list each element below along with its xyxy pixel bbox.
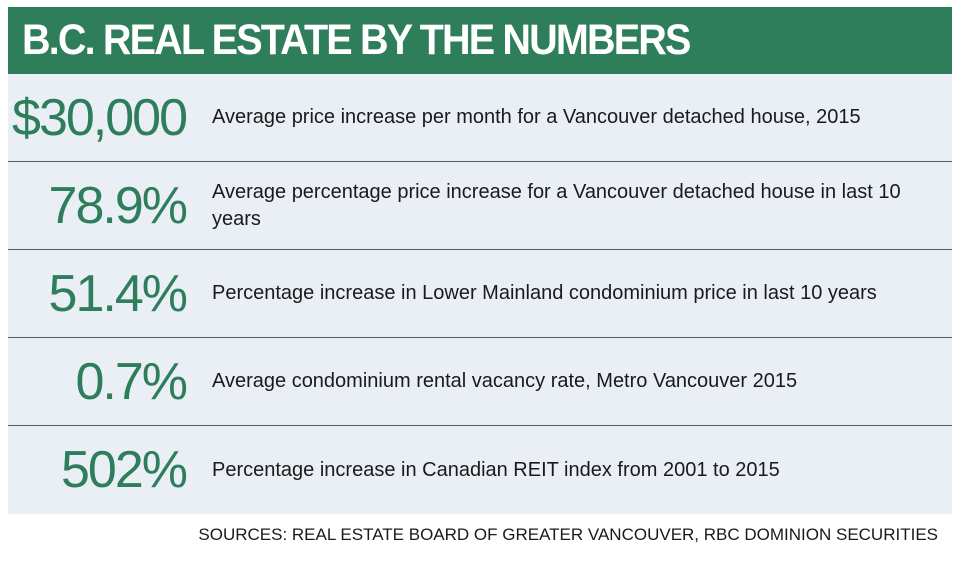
stat-row-condo-ten-year: 51.4% Percentage increase in Lower Mainl…	[8, 250, 952, 338]
stat-description: Percentage increase in Canadian REIT ind…	[212, 458, 780, 481]
stat-value: $30,000	[12, 88, 188, 147]
stat-row-reit-index: 502% Percentage increase in Canadian REI…	[8, 426, 952, 514]
stats-table: $30,000 Average price increase per month…	[8, 74, 952, 514]
stat-value: 0.7%	[75, 352, 188, 411]
stat-row-price-per-month: $30,000 Average price increase per month…	[8, 74, 952, 162]
stat-row-vacancy-rate: 0.7% Average condominium rental vacancy …	[8, 338, 952, 426]
stat-description: Average percentage price increase for a …	[212, 180, 901, 230]
infographic-header: B.C. REAL ESTATE BY THE NUMBERS	[8, 7, 952, 74]
infographic-title: B.C. REAL ESTATE BY THE NUMBERS	[22, 16, 691, 64]
stat-description: Average condominium rental vacancy rate,…	[212, 370, 798, 392]
stat-value: 502%	[61, 441, 188, 499]
stat-description: Average price increase per month for a V…	[212, 106, 861, 128]
sources-credit: SOURCES: REAL ESTATE BOARD OF GREATER VA…	[198, 525, 938, 544]
stat-value: 78.9%	[48, 176, 188, 235]
stat-row-detached-ten-year: 78.9% Average percentage price increase …	[8, 162, 952, 250]
stat-description: Percentage increase in Lower Mainland co…	[212, 282, 877, 304]
stat-value: 51.4%	[48, 264, 188, 323]
